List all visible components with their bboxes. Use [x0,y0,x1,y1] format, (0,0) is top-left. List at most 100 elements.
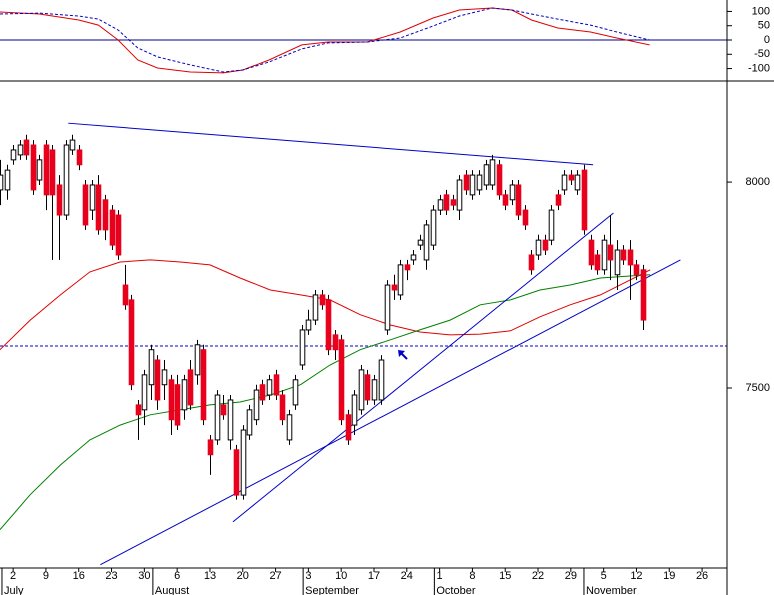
candle-body [325,299,332,351]
month-label: August [155,585,189,595]
candle-body [63,144,70,216]
x-tick-label: 26 [696,570,708,582]
candle-body [483,164,490,186]
candle-body [515,184,522,216]
x-tick-label: 15 [499,570,511,582]
candle-body [253,389,260,421]
x-tick-label: 30 [138,570,150,582]
candle-body [174,384,181,426]
candle-body [555,194,562,206]
y-tick-label: 0 [764,34,770,46]
candle-body [200,349,207,421]
candle-body [69,139,76,151]
candle-body [351,394,358,426]
y-tick-label: 100 [752,5,770,17]
candle-body [319,294,326,306]
x-tick-label: 22 [532,570,544,582]
candle-body [312,294,319,321]
candle-body [286,414,293,441]
x-tick-label: 29 [565,570,577,582]
candle-body [423,224,430,261]
candle-body [23,139,30,156]
candle-body [640,269,647,321]
candle-body [601,239,608,271]
candle-body [469,174,476,196]
candle-body [95,184,102,231]
candle-body [4,169,11,191]
x-tick-label: 3 [305,570,311,582]
oscillator-line [0,7,650,74]
x-tick-label: 5 [601,570,607,582]
candle-body [588,239,595,266]
candle-body [358,369,365,411]
candle-body [378,359,385,401]
candle-body [509,184,516,201]
candle-body [10,149,17,161]
x-tick-label: 20 [237,570,249,582]
candle-body [187,369,194,406]
candle-body [49,149,56,196]
x-tick-label: 2 [10,570,16,582]
candle-body [181,379,188,411]
x-tick-label: 6 [174,570,180,582]
candle-body [246,409,253,436]
month-label: September [305,585,359,595]
candle-body [397,264,404,296]
candle-body [141,374,148,411]
candle-body [220,404,227,416]
candle-body [371,379,378,401]
candle-body [496,164,503,196]
candle-body [456,179,463,211]
candle-body [476,174,483,191]
candle-body [568,174,575,181]
y-tick-label: -50 [754,48,770,60]
candle-body [404,264,411,271]
x-tick-label: 19 [663,570,675,582]
candle-body [430,209,437,246]
month-label: October [436,585,475,595]
trendline [68,122,594,166]
month-label: July [4,585,24,595]
candle-body [89,184,96,211]
candle-body [128,299,135,386]
candle-body [548,209,555,241]
candle-body [410,254,417,261]
candle-body [82,184,89,226]
candle-body [168,379,175,421]
y-tick-label: 7500 [746,382,770,394]
candle-body [266,379,273,396]
candle-body [76,149,83,166]
x-tick-label: 27 [269,570,281,582]
x-tick-label: 13 [204,570,216,582]
trendline [232,212,614,523]
candle-body [305,319,312,331]
candle-body [135,404,142,416]
candle-body [115,214,122,256]
candle-body [535,239,542,256]
x-tick-label: 12 [630,570,642,582]
candle-body [273,374,280,396]
arrow-annotation [398,350,408,360]
candle-body [542,239,549,251]
candle-body [338,339,345,421]
candle-body [502,194,509,206]
candle-body [148,349,155,386]
x-tick-label: 1 [437,570,443,582]
candle-body [332,334,339,351]
y-tick-label: 50 [758,20,770,32]
candle-body [574,174,581,191]
y-tick-label: 8000 [746,176,770,188]
candle-body [0,174,4,191]
candle-body [43,144,50,196]
candle-body [122,284,129,306]
candle-body [109,209,116,246]
candle-body [214,394,221,441]
x-tick-label: 10 [335,570,347,582]
candle-body [194,344,201,376]
candle-body [437,199,444,211]
candle-body [633,264,640,276]
candle-body [30,144,37,191]
candle-body [36,159,43,181]
x-tick-label: 9 [43,570,49,582]
